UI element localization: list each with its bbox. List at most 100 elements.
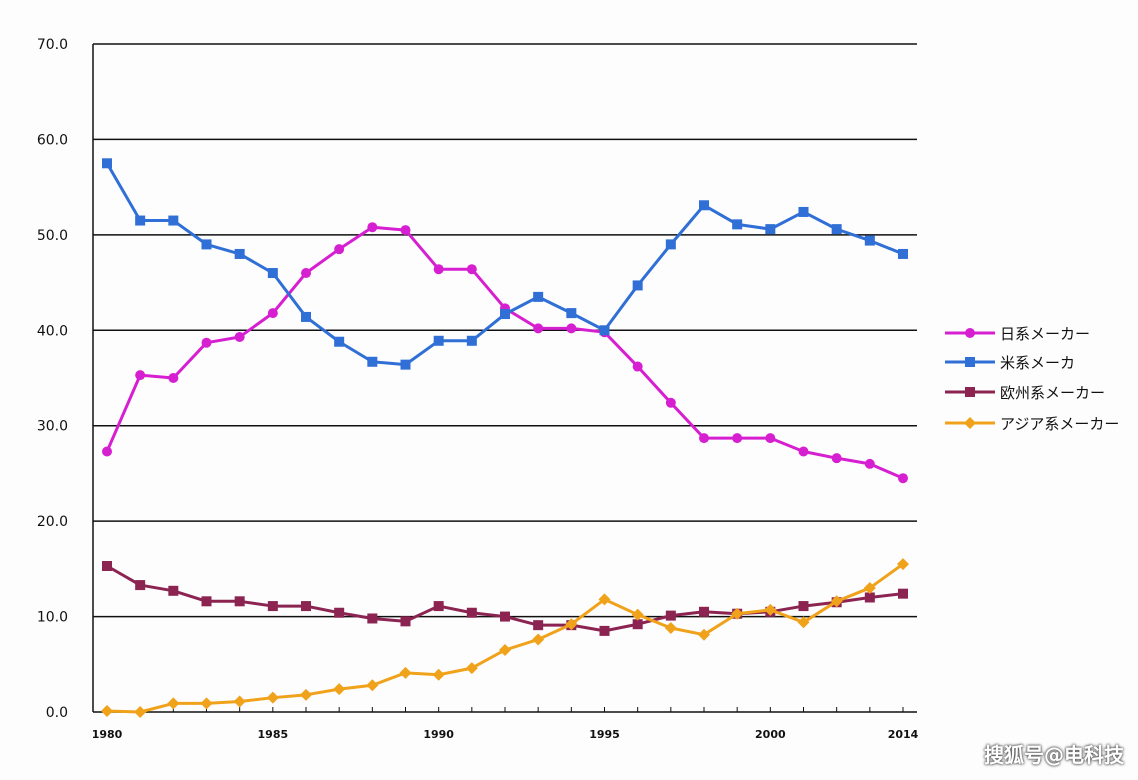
data-point <box>400 616 411 627</box>
data-point <box>465 662 478 675</box>
series-line <box>105 225 904 480</box>
data-point <box>135 215 146 226</box>
series-line <box>106 562 904 714</box>
data-point <box>898 588 908 599</box>
data-point <box>533 620 544 631</box>
data-point <box>731 607 744 620</box>
y-tick-label: 70.0 <box>37 37 68 53</box>
data-point <box>831 453 842 464</box>
data-point <box>797 616 810 629</box>
data-point <box>399 666 412 679</box>
data-point <box>566 323 577 334</box>
data-point <box>400 359 411 370</box>
data-point <box>168 215 179 226</box>
data-point <box>898 248 908 259</box>
data-point <box>201 337 212 348</box>
data-point <box>433 264 444 275</box>
data-point <box>499 643 511 656</box>
data-point <box>798 206 809 217</box>
data-point <box>367 222 378 233</box>
data-point <box>200 697 213 710</box>
data-point <box>102 158 112 169</box>
data-point <box>598 593 611 606</box>
data-point <box>533 291 544 302</box>
data-point <box>699 433 709 444</box>
x-tick-label: 1985 <box>258 728 289 741</box>
data-point <box>333 683 346 696</box>
data-point <box>102 446 112 457</box>
data-point <box>665 610 676 621</box>
data-point <box>101 705 113 718</box>
data-point <box>864 458 875 469</box>
data-point <box>863 581 876 594</box>
series-line <box>105 162 904 367</box>
data-point <box>334 244 345 255</box>
data-point <box>500 611 510 622</box>
legend-marker <box>965 328 975 338</box>
data-point <box>631 608 644 621</box>
data-point <box>267 308 278 319</box>
data-point <box>432 668 445 681</box>
data-point <box>566 308 577 319</box>
data-point <box>698 628 710 641</box>
data-point <box>664 622 677 635</box>
data-point <box>798 601 809 612</box>
data-point <box>599 325 610 336</box>
x-tick-label: 1990 <box>423 728 454 741</box>
data-point <box>367 356 378 367</box>
data-point <box>400 225 411 236</box>
x-tick-label: 2000 <box>755 728 786 741</box>
legend-label: 米系メーカ <box>1000 354 1075 372</box>
data-point <box>266 691 279 704</box>
data-point <box>500 309 510 320</box>
data-point <box>367 613 378 624</box>
data-point <box>267 268 278 279</box>
data-point <box>134 706 147 718</box>
y-tick-label: 0.0 <box>46 705 68 721</box>
x-tick-label: 1995 <box>589 728 620 741</box>
data-point <box>764 603 777 616</box>
data-point <box>765 433 776 444</box>
data-point <box>898 473 908 484</box>
data-point <box>533 323 544 334</box>
data-point <box>466 607 477 618</box>
x-tick-label: 2014 <box>888 728 919 741</box>
data-point <box>632 280 643 291</box>
data-point <box>300 688 312 701</box>
data-point <box>135 370 146 381</box>
data-point <box>699 606 709 617</box>
data-point <box>167 697 180 710</box>
data-point <box>168 585 179 596</box>
data-point <box>732 433 743 444</box>
legend-label: 日系メーカー <box>1000 325 1090 343</box>
data-point <box>532 633 545 646</box>
data-point <box>301 268 311 279</box>
data-point <box>665 397 676 408</box>
data-point <box>334 336 345 347</box>
data-point <box>632 619 643 630</box>
data-point <box>168 373 179 383</box>
data-point <box>466 335 477 346</box>
y-tick-label: 10.0 <box>37 610 68 626</box>
data-point <box>301 601 311 612</box>
data-point <box>632 361 643 372</box>
watermark: 搜狐号@电科技 <box>984 743 1124 767</box>
data-point <box>565 618 578 631</box>
data-point <box>798 446 809 457</box>
legend-label: アジア系メーカー <box>1000 415 1119 433</box>
legend-label: 欧州系メーカー <box>1000 384 1105 402</box>
legend-marker <box>965 357 975 367</box>
data-point <box>699 200 709 211</box>
data-point <box>201 239 212 250</box>
data-point <box>433 601 444 612</box>
data-point <box>135 580 146 591</box>
legend-marker <box>965 387 975 397</box>
data-point <box>234 596 245 607</box>
data-point <box>732 219 743 230</box>
data-point <box>864 592 875 603</box>
x-tick-label: 1980 <box>92 728 123 741</box>
legend-marker <box>964 417 976 429</box>
data-point <box>301 311 311 322</box>
data-point <box>334 607 345 618</box>
